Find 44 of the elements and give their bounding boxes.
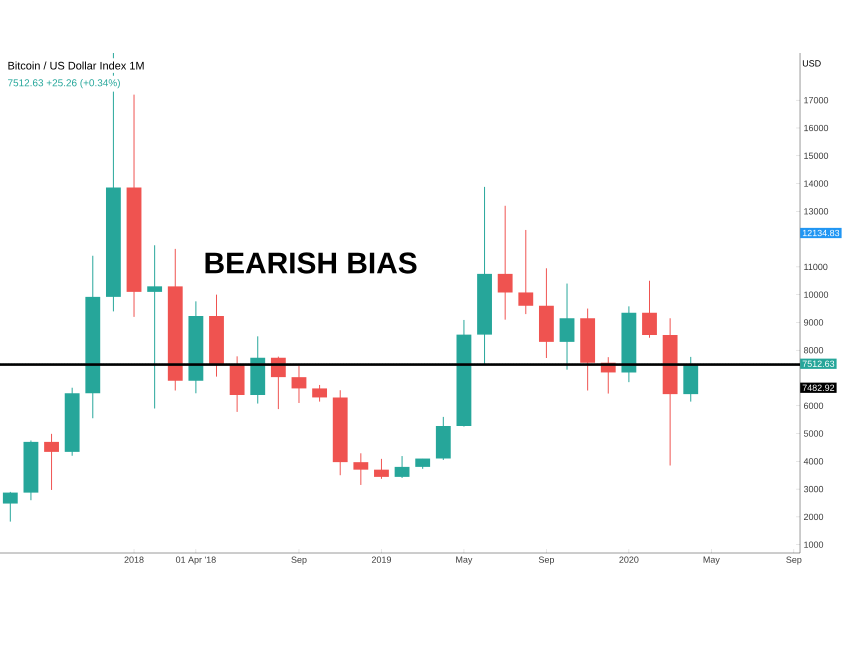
y-tick-label: 17000 [804,97,828,104]
x-tick-label: 2018 [124,556,144,563]
candlestick [312,384,328,402]
candlestick [394,456,410,478]
y-tick-label: 16000 [804,124,828,132]
y-tick-label: 13000 [804,208,828,215]
y-tick-label: 4000 [804,458,824,465]
x-tick-label: Sep [291,556,307,565]
y-tick-label: 9000 [804,319,824,326]
candlestick [292,366,306,404]
ref-line-label: 7512.63 [802,360,834,367]
candlestick [374,458,389,480]
candlestick [560,283,574,370]
candlestick [353,452,368,486]
text: Bitcoin / US Dollar Index 1M [8,62,144,70]
y-tick-label: 15000 [804,152,828,159]
candlestick [147,244,162,410]
y-tick-label: 6000 [804,402,824,409]
annotation: BEARISH BIAS [206,252,417,274]
y-tick-label: 10000 [804,291,828,298]
text: 7512.63 +25.26 (+0.34%) [8,79,120,88]
x-tick-label: 2019 [372,556,391,563]
x-tick-label: May [456,556,472,565]
candlestick [642,280,657,338]
y-tick-label: 2000 [804,514,824,520]
x-tick-label: Sep [786,556,802,565]
y-tick-label: 1000 [804,541,824,548]
candlestick [518,229,534,315]
x-tick-label: May [704,556,720,565]
y-tick-label: 11000 [804,264,828,270]
y-tick-label: 3000 [804,486,824,492]
candlestick [498,205,513,320]
y-tick-label: 14000 [804,180,828,187]
candlestick [415,458,430,470]
y-tick-label: 8000 [804,347,824,354]
text: 12134.83 [802,230,840,236]
x-tick-label: Sep [538,556,554,565]
candlestick [44,433,59,490]
y-tick-label: 5000 [804,430,824,437]
ref-line-label: 7482.92 [802,384,834,391]
candlestick [2,491,18,522]
x-tick-label: 01 Apr '18 [176,556,216,565]
text: USD [802,60,821,67]
x-tick-label: 2020 [619,556,639,563]
